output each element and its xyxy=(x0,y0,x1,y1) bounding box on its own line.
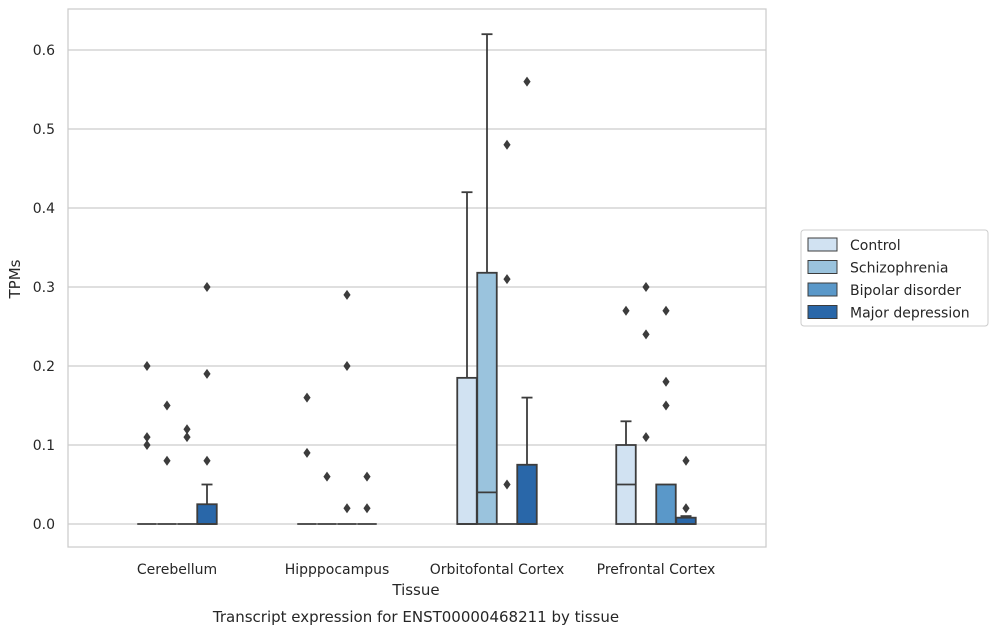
x-axis-ticks: Cerebellum Hipppocampus Orbitofontal Corte… xyxy=(137,562,715,578)
y-tick-label: 0.0 xyxy=(33,517,55,533)
outlier-point xyxy=(503,139,511,150)
x-tick-label: Cerebellum xyxy=(137,562,217,578)
box-body xyxy=(196,503,218,525)
outlier-point xyxy=(682,503,690,514)
box-body xyxy=(655,483,677,525)
outlier-point xyxy=(343,289,351,300)
outlier-point xyxy=(183,432,191,443)
box xyxy=(615,305,637,525)
chart-caption: Transcript expression for ENST0000046821… xyxy=(212,608,619,626)
outlier-point xyxy=(622,305,630,316)
legend: Control Schizophrenia Bipolar disorder Majo… xyxy=(800,229,989,327)
box xyxy=(137,361,157,525)
box xyxy=(497,139,517,525)
box xyxy=(317,471,337,525)
y-tick-label: 0.3 xyxy=(33,280,55,296)
legend-label: Bipolar disorder xyxy=(850,283,961,299)
legend-label: Major depression xyxy=(850,306,970,322)
outlier-point xyxy=(303,392,311,403)
outlier-point xyxy=(203,455,211,466)
box xyxy=(655,305,677,525)
y-axis-title: TPMs xyxy=(6,259,24,299)
x-tick-label: Prefrontal Cortex xyxy=(597,562,716,578)
x-tick-label: Hipppocampus xyxy=(285,562,390,578)
y-tick-label: 0.6 xyxy=(33,43,55,59)
series-major-depression xyxy=(196,76,697,525)
outlier-point xyxy=(203,282,211,292)
outlier-point xyxy=(143,361,151,371)
box-body xyxy=(456,376,478,525)
outlier-point xyxy=(662,305,670,316)
outlier-point xyxy=(642,329,650,340)
outlier-point xyxy=(662,376,670,387)
outlier-point xyxy=(682,455,690,466)
legend-swatch xyxy=(807,282,838,297)
box xyxy=(516,76,538,525)
outlier-point xyxy=(183,424,191,435)
legend-swatch xyxy=(807,237,838,252)
box xyxy=(476,33,498,525)
box xyxy=(196,282,218,525)
box xyxy=(675,455,697,525)
box xyxy=(177,424,197,525)
x-tick-label: Orbitofontal Cortex xyxy=(430,562,565,578)
box-body xyxy=(476,271,498,525)
box xyxy=(157,400,177,525)
y-axis-ticks: 0.0 0.1 0.2 0.3 0.4 0.5 0.6 xyxy=(33,43,55,533)
outlier-point xyxy=(143,432,151,443)
box xyxy=(357,471,377,525)
box xyxy=(337,289,357,525)
series-schizophrenia xyxy=(157,33,656,525)
legend-swatch xyxy=(807,305,838,319)
box xyxy=(297,392,317,525)
outlier-point xyxy=(503,274,511,285)
outlier-point xyxy=(363,471,371,482)
box-body xyxy=(516,463,538,525)
y-tick-label: 0.2 xyxy=(33,359,55,375)
legend-label: Schizophrenia xyxy=(850,261,948,277)
outlier-point xyxy=(323,471,331,482)
legend-label: Control xyxy=(850,238,901,254)
box-body xyxy=(675,516,697,525)
outlier-point xyxy=(203,368,211,379)
x-axis-title: Tissue xyxy=(391,581,439,599)
outlier-point xyxy=(662,400,670,411)
series-bipolar-disorder xyxy=(177,139,677,525)
outlier-point xyxy=(363,503,371,514)
outlier-point xyxy=(503,479,511,490)
outlier-point xyxy=(642,432,650,443)
y-tick-label: 0.4 xyxy=(33,201,55,217)
y-tick-label: 0.5 xyxy=(33,122,55,138)
outlier-point xyxy=(343,503,351,514)
outlier-point xyxy=(303,447,311,458)
outlier-point xyxy=(163,400,171,411)
outlier-point xyxy=(642,282,650,292)
plot-area-frame xyxy=(67,8,767,548)
box xyxy=(636,282,656,525)
y-tick-label: 0.1 xyxy=(33,438,55,454)
legend-swatch xyxy=(807,260,838,274)
outlier-point xyxy=(163,455,171,466)
box-plot-series xyxy=(137,33,697,525)
legend-frame xyxy=(800,229,989,327)
outlier-point xyxy=(143,440,151,450)
outlier-point xyxy=(523,76,531,87)
outlier-point xyxy=(343,361,351,371)
